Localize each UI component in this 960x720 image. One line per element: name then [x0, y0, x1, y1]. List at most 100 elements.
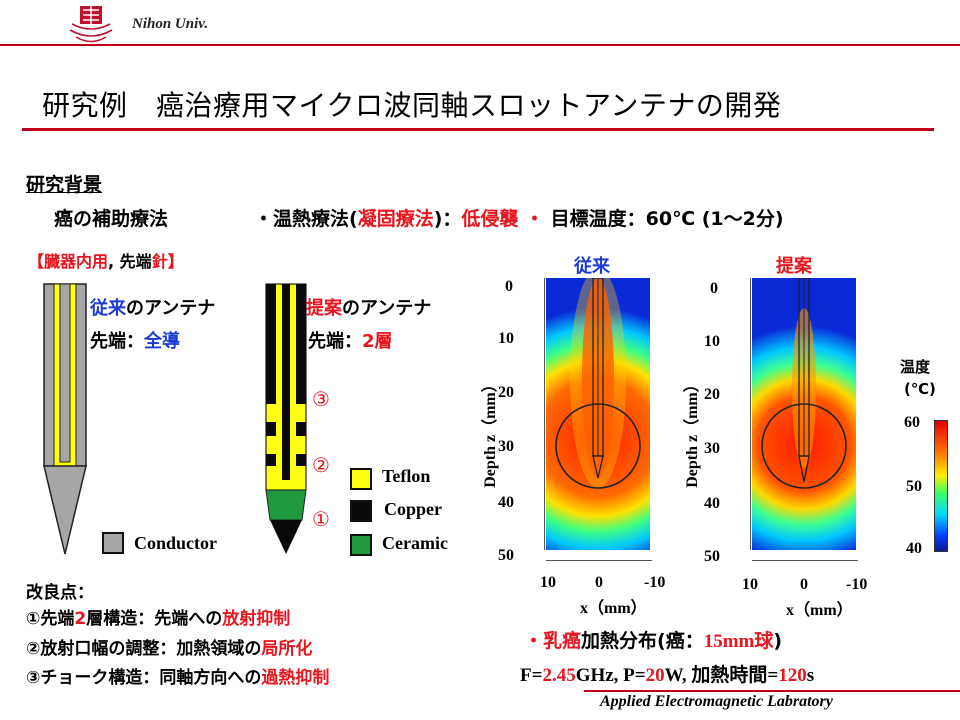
target-temperature-text: 目標温度：60℃ (1～2分) [544, 208, 784, 230]
result-line-2: F=2.45GHz, P=20W, 加熱時間=120s [520, 660, 814, 687]
teflon-label: Teflon [382, 466, 431, 486]
right-x-tick: 0 [800, 576, 808, 593]
right-y-tick: 50 [704, 548, 720, 565]
left-y-axis-line [544, 278, 545, 550]
right-y-tick: 20 [704, 386, 720, 403]
left-y-tick: 50 [498, 547, 514, 564]
marker-2: ② [312, 453, 330, 477]
university-logo [66, 4, 116, 46]
therapy-bullet: ・温熱療法(凝固療法)：低侵襲 ・ 目標温度：60℃ (1～2分) [254, 204, 784, 231]
left-y-tick: 40 [498, 494, 514, 511]
result-f7: s [806, 665, 815, 686]
title-rule [22, 128, 934, 131]
result-f6: 120 [778, 665, 807, 686]
left-x-axis-line [546, 560, 652, 561]
imp2-b: 局所化 [261, 639, 313, 659]
proposed-antenna-label: 提案のアンテナ [306, 294, 431, 320]
antenna-suffix: のアンテナ [342, 298, 432, 319]
result-f2: 2.45 [542, 665, 576, 686]
colorbar-unit: (℃) [904, 380, 936, 398]
page-title: 研究例 癌治療用マイクロ波同軸スロットアンテナの開発 [42, 89, 782, 122]
copper-label: Copper [384, 499, 442, 519]
imp1-b: 2 [74, 609, 87, 629]
organ-internal-text: 臓器内用 [44, 252, 109, 271]
bullet-mark: ・ [254, 208, 274, 230]
imp2-a: ②放射口幅の調整：加熱領域の [26, 639, 262, 659]
bracket-open: 【 [28, 252, 45, 271]
marker-3: ③ [312, 387, 330, 411]
organ-note: 【臓器内用, 先端針】 [28, 248, 184, 272]
imp3-a: ③チョーク構造：同軸方向への [26, 668, 262, 688]
right-x-axis-line [752, 560, 858, 561]
bullet-mark-2: ・ [518, 208, 545, 230]
right-x-tick: 10 [742, 576, 758, 593]
copper-swatch [350, 500, 372, 522]
colorbar-title: 温度 [900, 358, 931, 376]
result-d: 球 [754, 630, 774, 652]
tip-label: 先端： [90, 331, 144, 352]
conventional-tip: 先端：全導 [90, 327, 180, 353]
header-rule [0, 44, 960, 46]
colorbar-min: 40 [906, 540, 922, 557]
coagulation-text: 凝固療法 [357, 208, 434, 230]
colorbar [934, 420, 948, 552]
conductor-label: Conductor [134, 533, 218, 553]
heatmap-conventional [546, 268, 650, 550]
left-y-axis-label: Depth z（mm） [482, 376, 499, 488]
result-a: 乳癌 [543, 630, 582, 652]
right-y-tick: 0 [710, 280, 718, 297]
left-y-tick: 10 [498, 330, 514, 347]
left-x-tick: 0 [595, 574, 603, 591]
result-b: 加熱分布(癌： [581, 630, 704, 652]
right-y-tick: 10 [704, 333, 720, 350]
proposed-name: 提案 [306, 298, 342, 319]
improvements-heading: 改良点： [26, 583, 94, 603]
tip-value: 2層 [362, 331, 393, 352]
marker-1: ① [312, 507, 330, 531]
imp1-d: 放射抑制 [222, 609, 291, 629]
imp1-c: 層構造：先端への [86, 609, 223, 629]
auxiliary-therapy-label: 癌の補助療法 [54, 208, 169, 230]
right-y-tick: 40 [704, 495, 720, 512]
tip-value: 全導 [144, 331, 180, 352]
left-y-tick: 20 [498, 384, 514, 401]
proposed-tip: 先端：2層 [308, 327, 393, 353]
bracket-close: 】 [167, 252, 184, 271]
result-line-1: ・乳癌加熱分布(癌：15mm球) [524, 626, 782, 653]
left-y-tick: 30 [498, 438, 514, 455]
needle-text: 針 [151, 252, 168, 271]
improvement-1: ①先端2層構造：先端への放射抑制 [26, 604, 290, 629]
therapy-text: 温熱療法( [273, 208, 358, 230]
teflon-swatch [350, 468, 372, 490]
right-x-axis-label: x（mm） [786, 602, 853, 619]
left-x-axis-label: x（mm） [580, 600, 647, 617]
ceramic-label: Ceramic [382, 533, 448, 553]
therapy-text-2: )： [433, 208, 462, 230]
heatmap-title-conventional: 従来 [574, 256, 610, 277]
antenna-suffix: のアンテナ [126, 298, 216, 319]
left-x-tick: -10 [644, 574, 666, 591]
right-y-axis-label: Depth z（mm） [684, 376, 701, 488]
left-y-tick: 0 [505, 278, 513, 295]
result-f1: F= [520, 665, 543, 686]
right-y-axis-line [750, 278, 751, 550]
result-e: ) [773, 630, 783, 652]
conventional-antenna-diagram [40, 282, 96, 558]
heatmap-proposed [752, 277, 856, 550]
university-name: Nihon Univ. [132, 16, 209, 32]
right-x-tick: -10 [846, 576, 868, 593]
minimally-invasive-text: 低侵襲 [461, 208, 519, 230]
heatmap-title-proposed: 提案 [776, 256, 812, 277]
result-f3: GHz, P= [575, 665, 646, 686]
section-heading-background: 研究背景 [26, 174, 103, 196]
proposed-antenna-diagram [262, 282, 318, 558]
improvement-2: ②放射口幅の調整：加熱領域の局所化 [26, 634, 312, 659]
result-f4: 20 [645, 665, 665, 686]
conductor-swatch [102, 532, 124, 554]
result-c: 15mm [703, 631, 755, 652]
tip-text: , 先端 [108, 252, 152, 271]
conventional-antenna-label: 従来のアンテナ [90, 294, 215, 320]
result-bullet: ・ [524, 630, 544, 652]
result-f5: W, 加熱時間= [664, 665, 779, 686]
imp1-a: ①先端 [26, 609, 75, 629]
